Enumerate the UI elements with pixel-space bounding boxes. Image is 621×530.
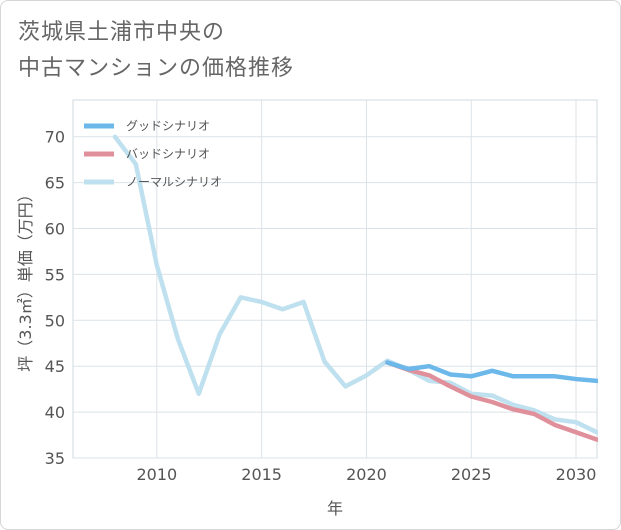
page-title: 茨城県土浦市中央の 中古マンションの価格推移 <box>18 15 294 87</box>
title-line-2: 中古マンションの価格推移 <box>18 56 295 81</box>
legend-label-normal: ノーマルシナリオ <box>126 175 222 189</box>
y-axis-ticks: 35 40 45 50 55 60 65 70 <box>45 128 65 468</box>
series-line-good <box>385 360 600 384</box>
y-tick-label-45: 45 <box>45 357 65 376</box>
legend-label-bad: バッドシナリオ <box>126 147 210 161</box>
grid <box>72 99 598 459</box>
legend-label-good: グッドシナリオ <box>126 119 210 133</box>
y-tick-label-55: 55 <box>45 265 65 284</box>
x-tick-label-2010: 2010 <box>136 465 177 484</box>
x-axis-ticks: 2010 2015 2020 2025 2030 <box>136 465 596 484</box>
x-tick-label-2025: 2025 <box>451 465 492 484</box>
y-tick-label-60: 60 <box>45 220 65 239</box>
y-axis-title: 坪（3.3㎡）単価（万円） <box>16 186 35 371</box>
y-tick-label-65: 65 <box>45 174 65 193</box>
title-line-1: 茨城県土浦市中央の <box>18 20 226 45</box>
y-tick-label-70: 70 <box>45 128 65 147</box>
series-line-bad <box>385 360 600 442</box>
x-tick-label-2020: 2020 <box>346 465 387 484</box>
x-tick-label-2015: 2015 <box>241 465 282 484</box>
y-tick-label-50: 50 <box>45 311 65 330</box>
series-lines <box>112 95 620 463</box>
y-tick-label-40: 40 <box>45 403 65 422</box>
x-tick-label-2030: 2030 <box>556 465 597 484</box>
y-tick-label-35: 35 <box>45 449 65 468</box>
plot-right-mask <box>598 95 620 463</box>
x-axis-title: 年 <box>327 499 343 518</box>
series-line-normal <box>112 134 600 435</box>
